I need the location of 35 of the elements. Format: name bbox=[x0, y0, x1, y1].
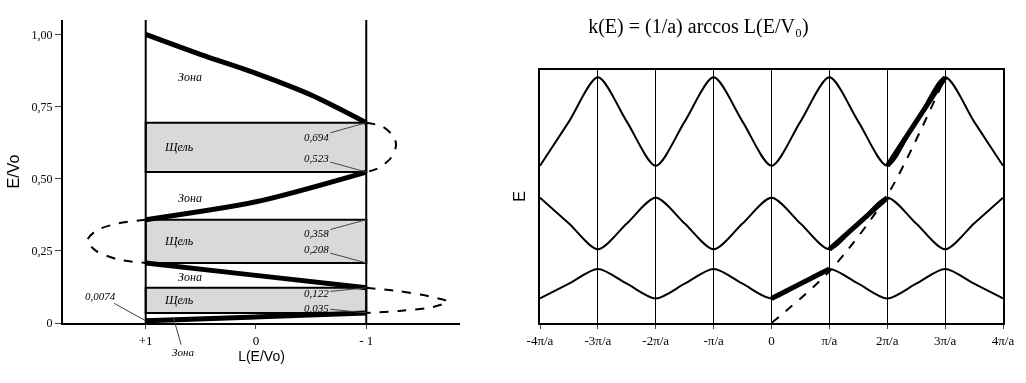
band-label: Щель bbox=[164, 293, 194, 307]
annotation: Зона bbox=[178, 70, 202, 84]
x-tick-label: 0 bbox=[252, 332, 260, 348]
y-tick-label: 1,00 bbox=[31, 27, 53, 42]
x-tick-label: - 1 bbox=[359, 332, 374, 348]
annotation: 0,358 bbox=[304, 227, 330, 239]
y-tick-label: 0,75 bbox=[31, 99, 53, 114]
y-tick-label: 0 bbox=[46, 316, 53, 331]
annotation: Зона bbox=[178, 191, 202, 205]
annotation: Зона bbox=[178, 270, 202, 284]
annotation: 0,208 bbox=[304, 243, 330, 255]
annotation: 0,523 bbox=[304, 152, 330, 164]
band-label: Щель bbox=[164, 234, 194, 248]
annotation: 0,035 bbox=[304, 302, 330, 314]
y-axis-title: E bbox=[511, 191, 529, 202]
x-tick-label: +1 bbox=[138, 332, 153, 348]
y-tick-label: 0,50 bbox=[31, 171, 53, 186]
chart-title: k(E) = (1/a) arccos L(E/V₀) bbox=[588, 15, 809, 39]
annotation: 0,122 bbox=[304, 287, 330, 299]
x-tick-label: -π/a bbox=[703, 332, 724, 348]
annotation: Зона bbox=[172, 346, 195, 358]
x-tick-label: -4π/a bbox=[526, 332, 554, 348]
band-label: Щель bbox=[164, 140, 194, 154]
x-tick-label: 2π/a bbox=[876, 332, 899, 348]
annotation: 0,694 bbox=[304, 131, 330, 143]
x-tick-label: π/a bbox=[821, 332, 838, 348]
x-axis-title: L(E/Vo) bbox=[238, 347, 285, 364]
x-tick-label: 0 bbox=[768, 332, 775, 348]
annotation: 0,0074 bbox=[85, 290, 116, 302]
y-tick-label: 0,25 bbox=[31, 244, 53, 259]
x-tick-label: 4π/a bbox=[991, 332, 1015, 348]
y-axis-title: E/Vo bbox=[5, 154, 22, 189]
x-tick-label: 3π/a bbox=[933, 332, 957, 348]
x-tick-label: -2π/a bbox=[642, 332, 670, 348]
x-tick-label: -3π/a bbox=[584, 332, 612, 348]
